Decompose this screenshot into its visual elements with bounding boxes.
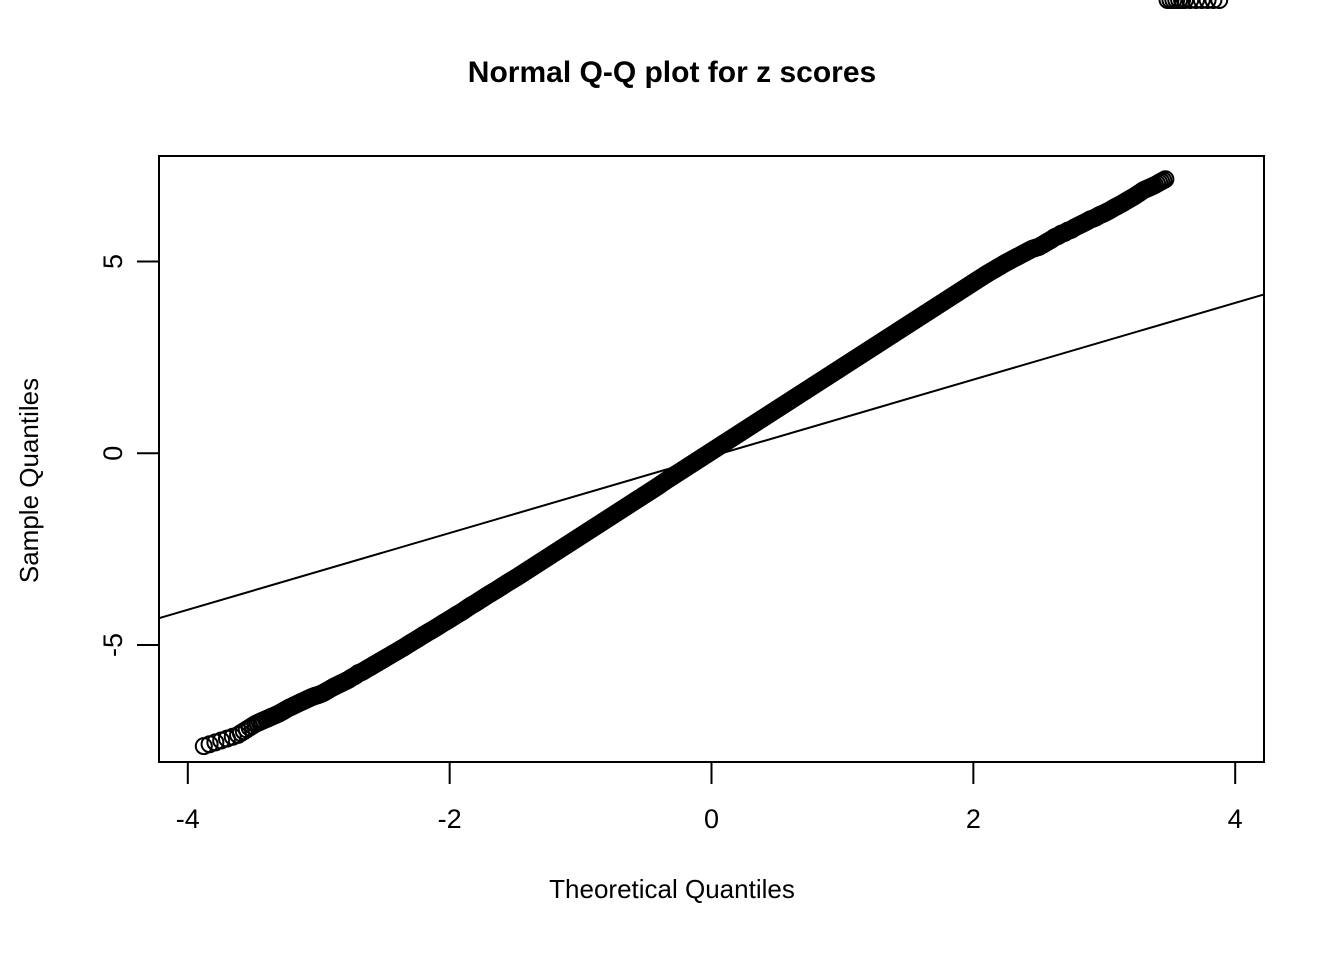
data-point — [1192, 0, 1211, 9]
x-tick-label: 2 — [966, 804, 981, 834]
reference-line — [158, 293, 1265, 620]
data-point — [1198, 0, 1217, 9]
y-tick-label: 5 — [98, 254, 128, 269]
reference-line-group — [158, 293, 1265, 620]
data-point — [1181, 0, 1200, 9]
y-axis-ticks: -5 0 5 — [98, 254, 159, 657]
data-point — [1204, 0, 1223, 9]
x-tick-label: -2 — [438, 804, 462, 834]
x-axis-title: Theoretical Quantiles — [549, 874, 795, 904]
x-tick-label: 4 — [1228, 804, 1243, 834]
data-point — [1187, 0, 1206, 9]
y-tick-label: -5 — [98, 633, 128, 657]
x-axis-ticks: -4 -2 0 2 4 — [176, 762, 1243, 834]
x-tick-label: 0 — [704, 804, 719, 834]
data-point — [1156, 170, 1175, 189]
data-point — [1175, 0, 1194, 9]
page-title: Normal Q-Q plot for z scores — [467, 56, 877, 89]
x-tick-label: -4 — [176, 804, 200, 834]
data-point — [1210, 0, 1229, 9]
data-point-group — [194, 0, 1229, 756]
y-tick-label: 0 — [98, 446, 128, 461]
